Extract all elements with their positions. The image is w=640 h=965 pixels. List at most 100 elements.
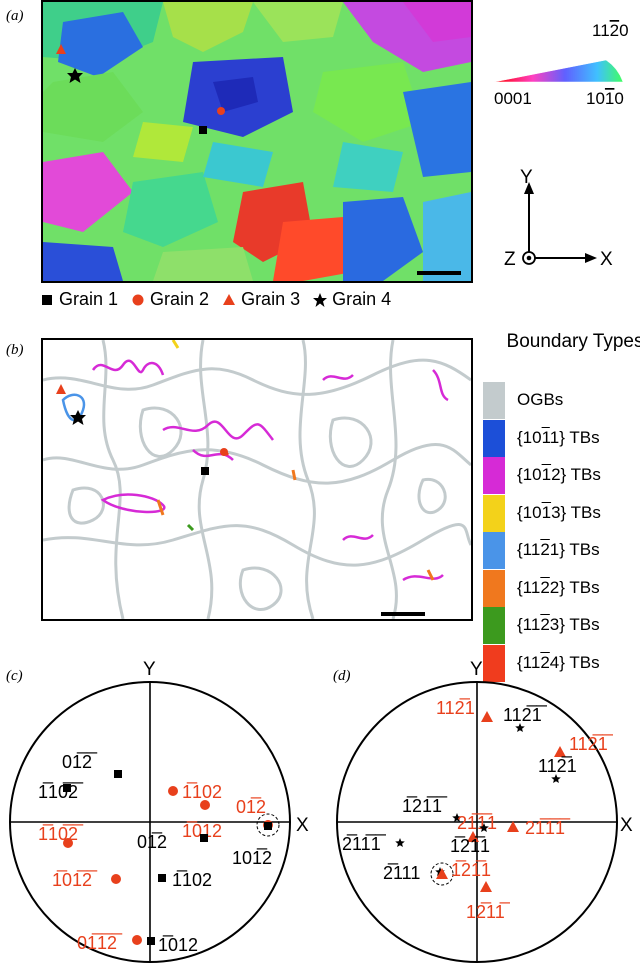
pole-marker bbox=[111, 874, 121, 884]
grain-legend-item: Grain 1 bbox=[40, 289, 118, 310]
boundary-swatch bbox=[483, 569, 505, 607]
boundary-label: {1121} TBs bbox=[517, 540, 600, 559]
pole-label: 12̅11̅ bbox=[466, 902, 511, 922]
grain-legend-label: Grain 2 bbox=[150, 289, 210, 309]
pole-marker bbox=[452, 813, 462, 822]
pole-marker bbox=[479, 823, 489, 832]
boundary-swatch bbox=[483, 457, 505, 494]
pole-label: 1̅012 bbox=[158, 935, 198, 955]
pole-label: 01̅2 bbox=[236, 797, 266, 817]
boundary-map-graphic bbox=[43, 340, 471, 619]
boundary-swatch bbox=[483, 532, 505, 569]
boundary-map bbox=[41, 338, 473, 621]
pole-label: 01̅2 bbox=[137, 832, 167, 852]
panel-label-c: (c) bbox=[6, 668, 23, 684]
pole-label: 21̅1̅1 bbox=[457, 813, 497, 833]
pole-marker bbox=[200, 800, 210, 810]
grain-legend-item: Grain 4 bbox=[313, 289, 391, 310]
pole-c-y-label: Y bbox=[143, 659, 156, 680]
pole-label: 1̅21̅1 bbox=[450, 836, 490, 856]
star-marker-icon bbox=[313, 292, 328, 307]
pole-label: 1̅102 bbox=[172, 870, 212, 890]
boundary-swatch bbox=[483, 382, 505, 419]
panel-label-b: (b) bbox=[6, 342, 24, 358]
square-marker-icon bbox=[42, 294, 52, 305]
boundary-label: {1012} TBs bbox=[517, 465, 601, 484]
boundary-label: {1011} TBs bbox=[517, 427, 600, 447]
grain-legend-item: Grain 3 bbox=[222, 289, 300, 310]
pole-label: 112̅1 bbox=[538, 756, 577, 776]
pole-marker bbox=[507, 821, 519, 832]
circle-marker-icon bbox=[132, 294, 144, 305]
pole-d-y-label: Y bbox=[470, 659, 483, 680]
ipf-label-1010: 1010 bbox=[586, 89, 624, 108]
grain-legend-label: Grain 4 bbox=[332, 289, 392, 309]
pole-marker bbox=[264, 822, 272, 830]
grain-legend-label: Grain 1 bbox=[59, 289, 119, 309]
pole-figure-d: Y X 112̅1 112̅1̅112̅1̅112̅11̅21̅1̅21̅1̅1 2… bbox=[336, 659, 633, 963]
pole-label: 1̅01̅2̅ bbox=[52, 870, 98, 890]
pole-label: 01̅1̅2̅ bbox=[77, 933, 123, 953]
boundary-swatch bbox=[483, 607, 505, 644]
pole-label: 1̅102 bbox=[182, 782, 222, 802]
pole-marker bbox=[515, 723, 525, 732]
boundary-label: OGBs bbox=[517, 390, 564, 409]
pole-label: 1̅21̅1 bbox=[451, 860, 491, 880]
pole-marker bbox=[114, 770, 122, 778]
pole-marker bbox=[395, 838, 405, 847]
pole-marker bbox=[554, 746, 566, 757]
boundary-swatch bbox=[483, 494, 505, 532]
pole-label: 21̅1̅1̅ bbox=[525, 818, 571, 838]
grain-legend: Grain 1 Grain 2 Grain 3 Grain 4 bbox=[40, 289, 640, 310]
orientation-map-graphic bbox=[43, 2, 471, 281]
pole-label: 112̅1 bbox=[436, 698, 475, 718]
pole-label: 1̅10̅2̅ bbox=[38, 782, 84, 802]
grain-legend-item: Grain 2 bbox=[131, 289, 209, 310]
pole-label: 01̅2̅ bbox=[62, 752, 98, 772]
pole-marker bbox=[481, 711, 493, 722]
pole-marker bbox=[436, 868, 448, 879]
orientation-map bbox=[41, 0, 473, 283]
axis-z-label: Z bbox=[504, 249, 516, 268]
pole-marker bbox=[435, 867, 445, 876]
pole-figure-c: Y X 01̅2̅ 1̅10̅2̅ 1̅102 1̅012 01̅2 1̅10̅2̅ 01̅… bbox=[9, 659, 309, 963]
pole-marker bbox=[480, 881, 492, 892]
axis-y-label: Y bbox=[520, 168, 533, 188]
pole-marker bbox=[467, 831, 479, 842]
boundary-label: {1123} TBs bbox=[517, 615, 600, 634]
pole-label: 1̅10̅2̅ bbox=[38, 824, 84, 844]
highlight-ring bbox=[256, 813, 280, 837]
pole-marker bbox=[158, 874, 166, 882]
ipf-color-key: 1120 0001 1010 bbox=[493, 21, 629, 108]
pole-marker bbox=[200, 834, 208, 842]
pole-label: 1̅21̅1̅ bbox=[402, 796, 448, 816]
highlight-ring bbox=[430, 862, 454, 886]
pole-marker bbox=[132, 935, 142, 945]
pole-c-x-label: X bbox=[296, 815, 309, 836]
ipf-label-0001: 0001 bbox=[494, 89, 532, 108]
pole-label: 112̅1̅ bbox=[569, 734, 614, 754]
pole-marker bbox=[63, 838, 73, 848]
grain-legend-label: Grain 3 bbox=[241, 289, 301, 309]
pole-marker bbox=[63, 784, 71, 792]
pole-label: 1̅012 bbox=[182, 821, 222, 841]
pole-marker bbox=[147, 937, 155, 945]
pole-label: 2̅11̅1̅ bbox=[342, 834, 387, 854]
pole-marker bbox=[551, 774, 561, 783]
boundary-swatch bbox=[483, 644, 505, 682]
panel-label-a: (a) bbox=[6, 8, 24, 24]
boundary-label: {1122} TBs bbox=[517, 577, 600, 597]
pole-label: 2̅111 bbox=[383, 863, 420, 883]
ipf-label-1120: 1120 bbox=[592, 21, 629, 40]
axis-x-label: X bbox=[600, 249, 613, 268]
boundary-swatch bbox=[483, 419, 505, 457]
pole-label: 101̅2 bbox=[232, 848, 272, 868]
pole-marker bbox=[168, 786, 178, 796]
boundary-label: {1013} TBs bbox=[517, 502, 601, 522]
axes-triad: Y X Z bbox=[504, 168, 613, 268]
panel-label-d: (d) bbox=[333, 668, 351, 684]
boundary-label: {1124} TBs bbox=[517, 652, 600, 672]
pole-label: 112̅1̅ bbox=[503, 705, 548, 725]
pole-d-x-label: X bbox=[620, 815, 633, 836]
boundary-legend-title: Boundary Types bbox=[506, 331, 640, 352]
